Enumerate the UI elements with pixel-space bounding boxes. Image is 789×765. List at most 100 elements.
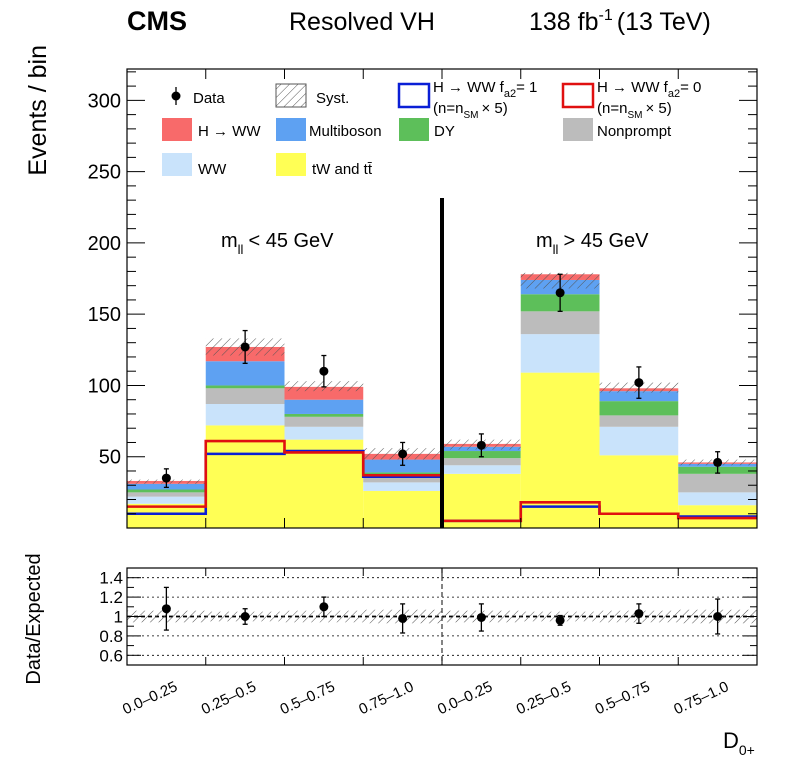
x-category-label: 0.5–0.75 [592, 678, 652, 718]
stack-segment-top [599, 455, 679, 528]
x-category-label: 0.25–0.5 [514, 678, 574, 718]
ratio-point [240, 612, 250, 621]
legend-multiboson-swatch [276, 118, 306, 141]
lumi-exponent: -1 [599, 7, 613, 24]
region-label-high: mll > 45 GeV [536, 230, 649, 257]
stack-segment-dy [284, 413, 364, 417]
stack-segment-ww [442, 465, 521, 474]
data-point [398, 449, 408, 459]
legend-multiboson-label: Multiboson [309, 123, 382, 140]
energy-label: (13 TeV) [617, 8, 711, 36]
region-high-main: m [536, 230, 553, 252]
ratio-point [398, 613, 408, 623]
legend-ww-label: WW [198, 161, 227, 178]
x-category-label: 0.5–0.75 [277, 678, 337, 718]
stack-segment-top [205, 425, 285, 528]
ratio-y-tick-label: 0.8 [99, 627, 123, 646]
ratio-point [634, 609, 644, 619]
legend-fa2-0-scale-pre: (n=n [597, 100, 627, 117]
stack-segment-multiboson [284, 399, 364, 414]
stack-segment-nonprompt [127, 492, 206, 497]
legend-fa2-0-swatch [561, 82, 595, 109]
stack-segment-dy [205, 385, 285, 389]
legend-fa2-1-scale-pre: (n=n [433, 100, 463, 117]
region-low-cut: < 45 GeV [248, 230, 334, 252]
ratio-y-tick-label: 1.2 [99, 588, 123, 607]
lumi-label: 138 fb-1 (13 TeV) [529, 7, 711, 36]
stack-segment-ww [205, 403, 285, 426]
stack-segment-dy [127, 489, 206, 493]
stack-segment-ww [127, 496, 206, 504]
legend-data-label: Data [193, 90, 225, 107]
legend-fa2-0-label: H → WW fa2= 0 [597, 79, 701, 100]
y-tick-label: 100 [88, 375, 121, 397]
data-point [555, 288, 565, 298]
legend-top-label: tW and tt̄ [312, 161, 373, 178]
stack-segment-nonprompt [205, 388, 285, 404]
x-category-label: 0.25–0.5 [199, 678, 259, 718]
legend-fa2-1-swatch [397, 82, 431, 109]
legend-syst-label: Syst. [316, 90, 349, 107]
ratio-ylabel: Data/Expected [23, 553, 45, 684]
stack-segment-dy [363, 472, 442, 476]
main-ylabel: Events / bin [24, 45, 52, 176]
data-point [319, 366, 329, 376]
stack-segment-ww [678, 492, 757, 506]
x-axis-label-main: D [723, 728, 739, 753]
legend-nonprompt-label: Nonprompt [597, 123, 672, 140]
stack-segment-ww [520, 334, 600, 373]
ratio-point [161, 604, 171, 614]
data-point [161, 473, 171, 483]
stack-segment-nonprompt [678, 473, 757, 493]
legend-fa2-1-sub: a2 [504, 88, 516, 100]
stack-segment-ww [363, 482, 442, 491]
region-high-cut: > 45 GeV [563, 230, 649, 252]
y-tick-label: 200 [88, 233, 121, 255]
y-tick-label: 250 [88, 162, 121, 184]
legend-fa2-1-val: = 1 [516, 79, 537, 96]
stack-segment-nonprompt [442, 458, 521, 466]
ratio-y-tick-label: 0.6 [99, 646, 123, 665]
data-point [634, 378, 644, 388]
ratio-point [319, 602, 329, 612]
legend-hww-label: H → WW [198, 123, 261, 140]
legend-fa2-0-scale: (n=nSM × 5) [597, 100, 672, 121]
ratio-point [555, 615, 565, 625]
legend-fa2-0-val: = 0 [680, 79, 701, 96]
lumi-value: 138 fb [529, 8, 599, 36]
data-point [476, 440, 486, 450]
legend-fa2-1-scale-sub: SM [463, 110, 478, 121]
legend-data-marker [171, 91, 181, 101]
legend-fa2-0-main: H → WW f [597, 79, 669, 96]
main-stack [127, 274, 757, 528]
stack-segment-nonprompt [363, 475, 442, 483]
ratio-axes: 0.60.811.21.4 [99, 567, 758, 666]
stack-segment-multiboson [205, 361, 285, 386]
region-low-main: m [221, 230, 238, 252]
x-axis-label: D0+ [723, 728, 755, 758]
ratio-syst-band [127, 609, 757, 624]
legend-nonprompt-swatch [563, 118, 593, 141]
x-axis-label-sub: 0+ [739, 742, 755, 758]
stack-segment-nonprompt [520, 311, 600, 335]
analysis-label: Resolved VH [289, 8, 435, 36]
stack-segment-top [520, 372, 600, 528]
stack-segment-ww [599, 426, 679, 456]
region-low-sub: ll [238, 242, 244, 257]
y-tick-label: 300 [88, 90, 121, 112]
legend-dy-label: DY [434, 123, 455, 140]
ratio-data-points [161, 586, 723, 635]
legend-top-swatch [276, 153, 306, 176]
legend-fa2-1-label: H → WW fa2= 1 [433, 79, 537, 100]
y-tick-label: 50 [99, 447, 121, 469]
region-high-sub: ll [553, 242, 559, 257]
data-point [713, 457, 723, 467]
stack-segment-nonprompt [284, 416, 364, 427]
legend-dy-swatch [399, 118, 429, 141]
x-category-labels: 0.0–0.25 0.25–0.5 0.5–0.75 0.75–1.0 0.0–0.25… [120, 678, 731, 718]
legend-ww-swatch [162, 153, 192, 176]
legend-fa2-1-main: H → WW f [433, 79, 505, 96]
x-category-label: 0.0–0.25 [120, 678, 180, 718]
ratio-point [713, 612, 723, 621]
